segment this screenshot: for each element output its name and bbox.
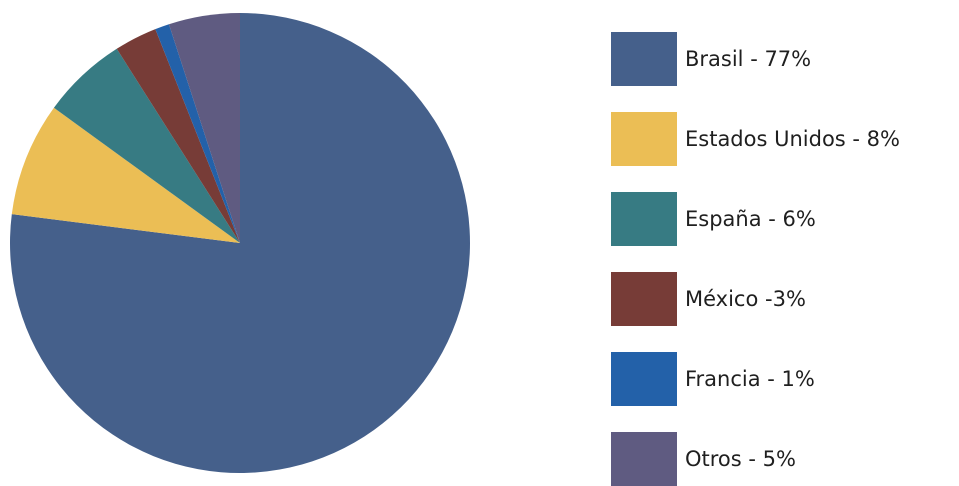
legend-label-estados-unidos: Estados Unidos - 8% xyxy=(685,127,900,151)
legend-label-francia: Francia - 1% xyxy=(685,367,815,391)
pie-slice-estados-unidos xyxy=(11,107,241,244)
pie-slice-espana xyxy=(53,48,241,243)
pie-slice-francia xyxy=(155,24,240,243)
legend-swatch-estados-unidos xyxy=(611,112,677,166)
legend-swatch-francia xyxy=(611,352,677,406)
pie-slice-mexico xyxy=(116,29,240,243)
pie-slice-brasil xyxy=(9,13,471,474)
legend-label-brasil: Brasil - 77% xyxy=(685,47,812,71)
pie-chart xyxy=(9,13,471,474)
legend-swatch-brasil xyxy=(611,32,677,86)
legend-label-mexico: México -3% xyxy=(685,287,806,311)
legend-swatch-otros xyxy=(611,432,677,486)
pie-slice-otros xyxy=(168,13,240,243)
legend-label-otros: Otros - 5% xyxy=(685,447,796,471)
legend-swatch-mexico xyxy=(611,272,677,326)
legend-label-espana: España - 6% xyxy=(685,207,816,231)
legend-swatch-espana xyxy=(611,192,677,246)
